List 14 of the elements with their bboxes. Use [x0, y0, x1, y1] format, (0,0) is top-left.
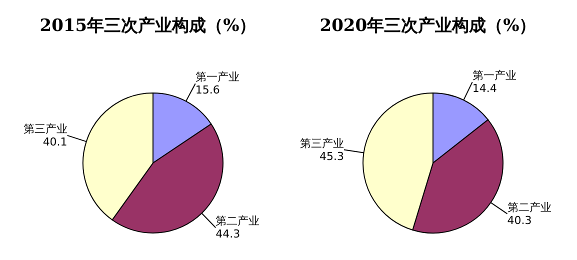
- data-label: 15.6: [195, 84, 220, 97]
- data-label: 44.3: [216, 228, 240, 241]
- data-label: 40.1: [42, 135, 68, 148]
- chart-title: 2015年三次产业构成（%）: [38, 15, 258, 38]
- slice-label: 第二产业: [507, 200, 552, 214]
- slice-label: 第三产业: [300, 136, 344, 150]
- slice-label: 第二产业: [216, 214, 260, 228]
- slice-label: 第一产业: [472, 69, 516, 82]
- slice-label: 第三产业: [23, 122, 68, 136]
- data-label: 45.3: [319, 150, 344, 163]
- slice-label: 第一产业: [195, 70, 240, 84]
- data-label: 40.3: [507, 214, 532, 227]
- data-label: 14.4: [472, 82, 497, 96]
- chart-title: 2020年三次产业构成（%）: [318, 15, 538, 38]
